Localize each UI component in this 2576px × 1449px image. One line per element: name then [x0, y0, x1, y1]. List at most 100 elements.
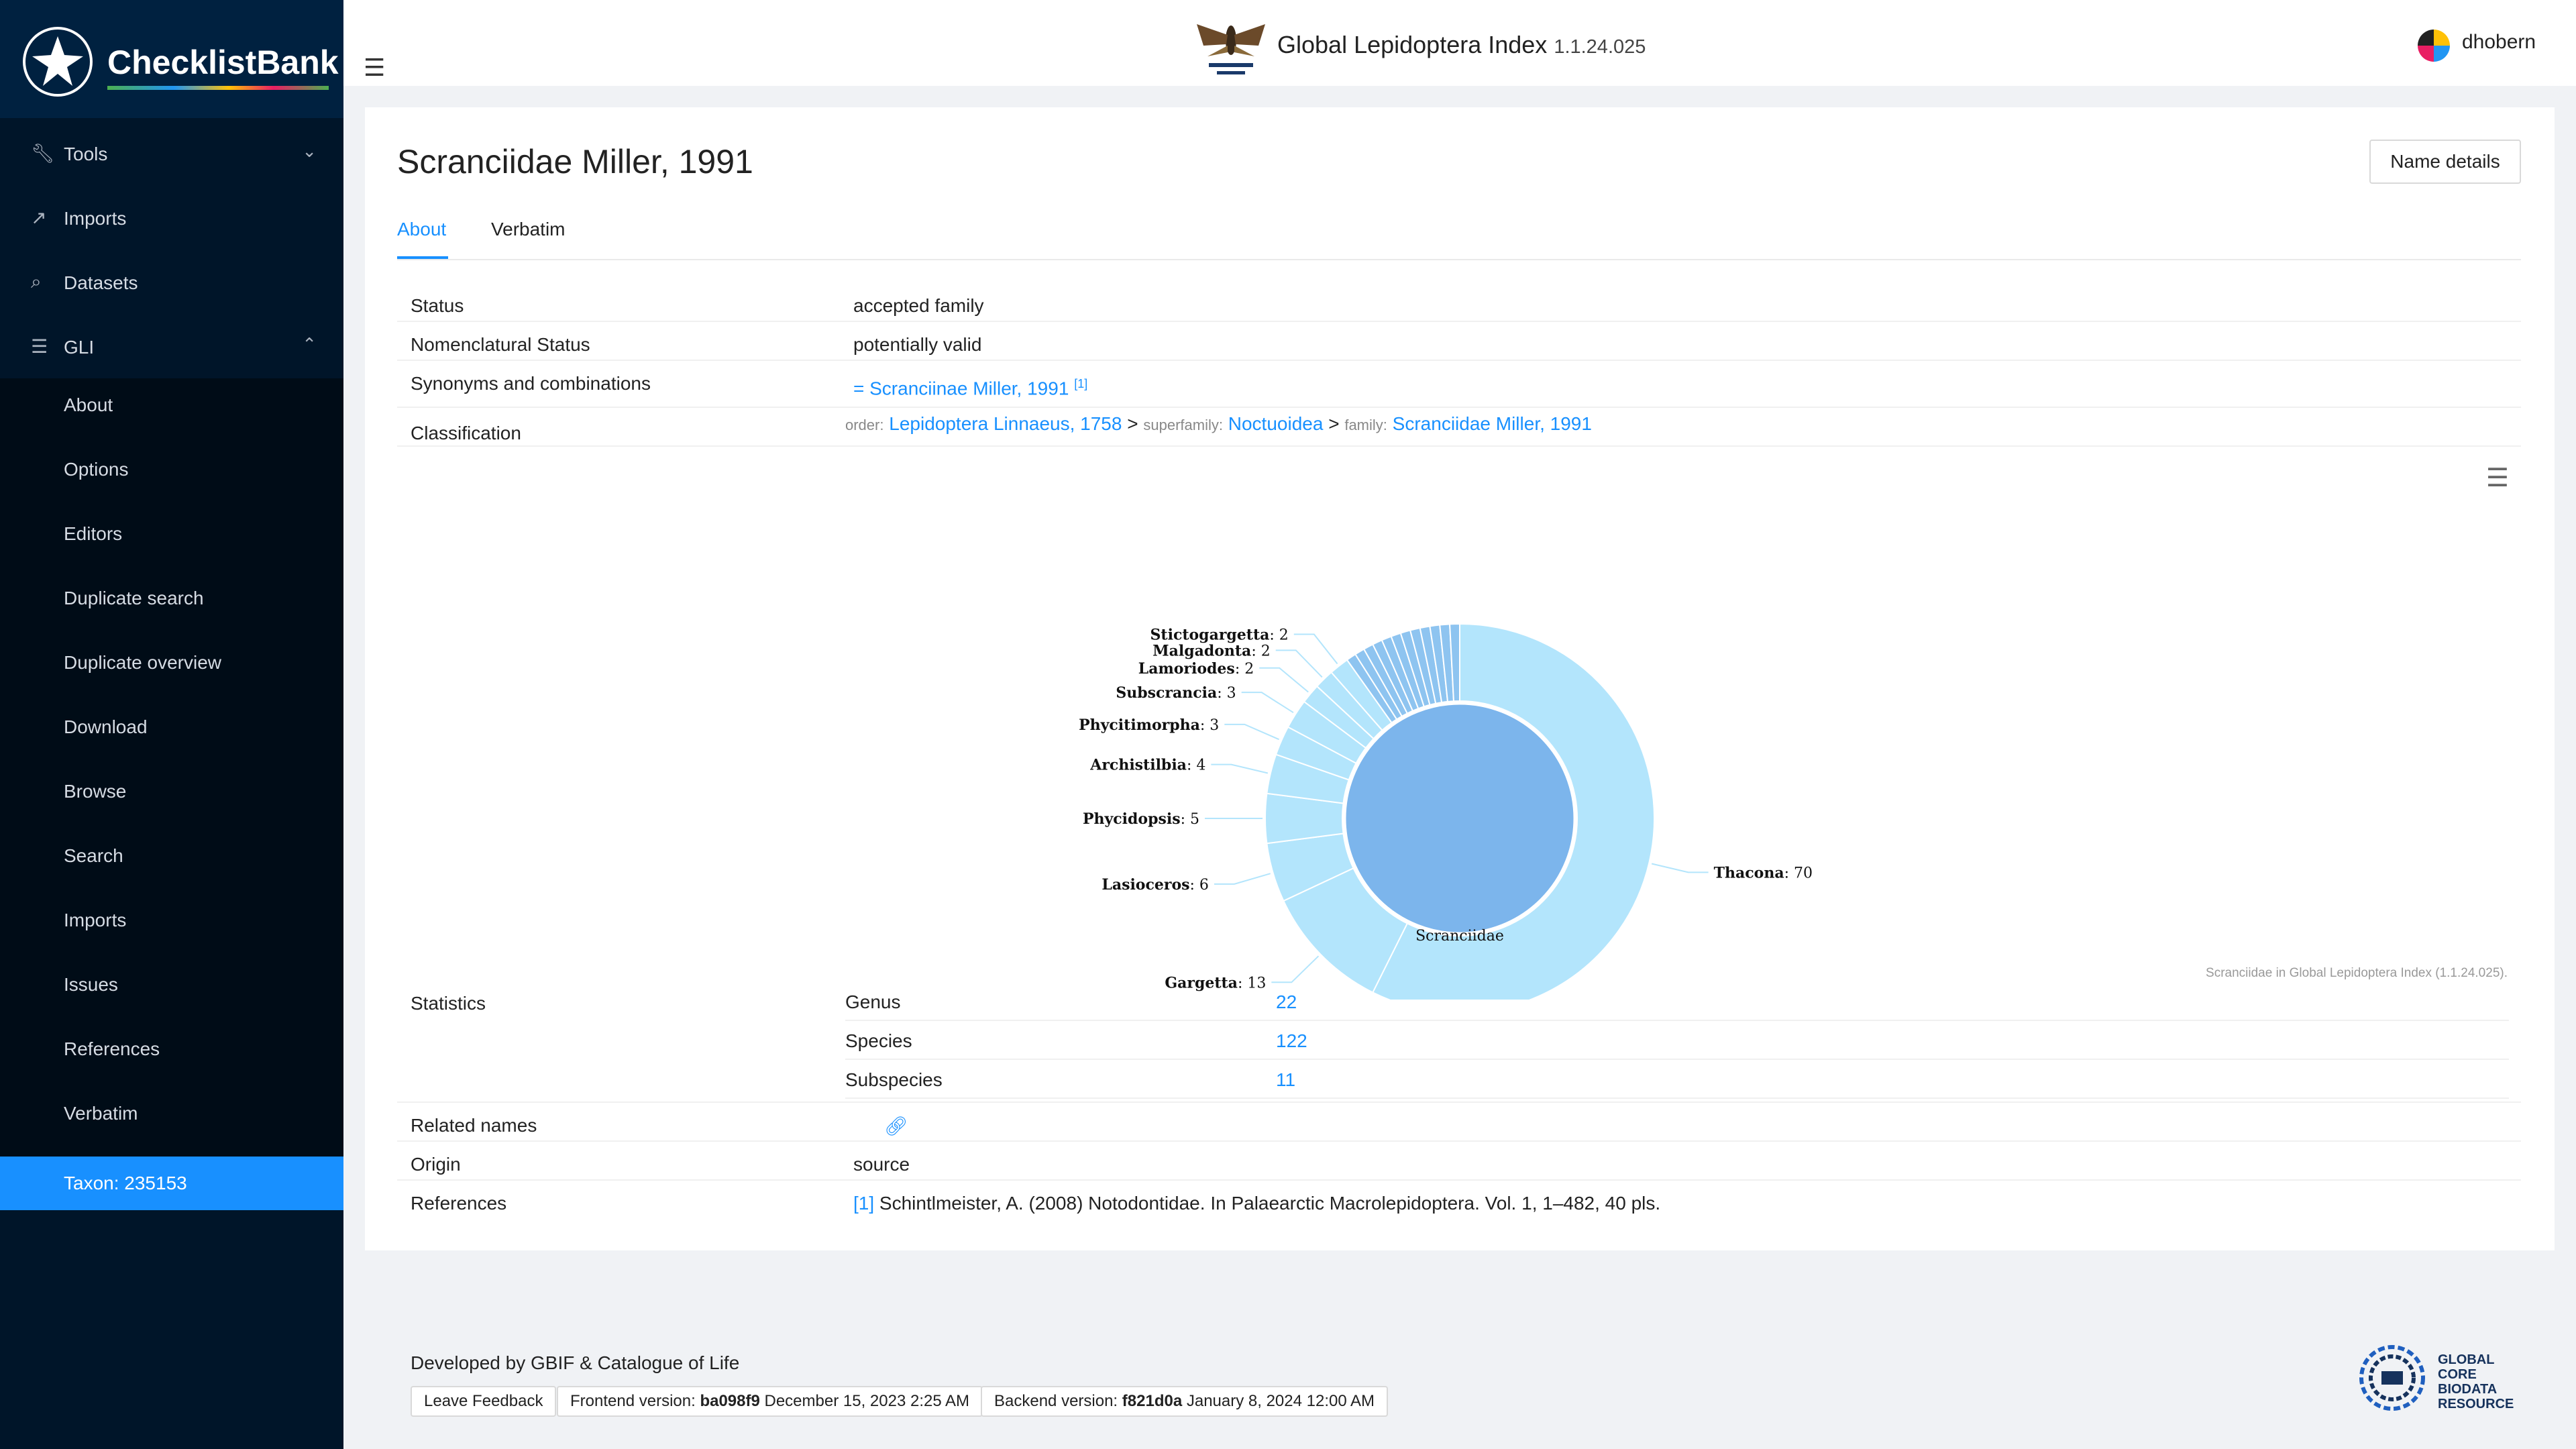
- sidebar-subitem-duplicate-search[interactable]: Duplicate search: [64, 588, 204, 608]
- pie-label-connector: [1293, 633, 1338, 665]
- frontend-version-badge: Frontend version: ba098f9 December 15, 2…: [557, 1386, 983, 1417]
- page-title: Scranciidae Miller, 1991: [397, 143, 753, 180]
- origin-row: Origin source: [397, 1142, 2521, 1181]
- sidebar-item-tools[interactable]: 🔧︎ Tools ⌄: [31, 141, 317, 164]
- chart-menu-icon[interactable]: ☰: [2485, 464, 2509, 492]
- footer-developed-by: Developed by GBIF & Catalogue of Life: [411, 1352, 740, 1373]
- sidebar-item-datasets[interactable]: ⌕ Datasets: [31, 271, 138, 293]
- sidebar-subitem-options[interactable]: Options: [64, 459, 129, 480]
- gli-submenu: About Options Editors Duplicate search D…: [0, 378, 343, 1210]
- related-names-link-icon[interactable]: 🔗︎: [884, 1116, 908, 1136]
- stat-species-count[interactable]: 122: [1276, 1030, 1307, 1051]
- pie-inner-circle[interactable]: [1344, 702, 1576, 934]
- brand-name: ChecklistBank: [107, 44, 339, 81]
- sidebar-subitem-editors[interactable]: Editors: [64, 523, 123, 544]
- classification-superfamily-link[interactable]: Noctuoidea: [1228, 413, 1324, 434]
- pie-label: Thacona: 70: [1714, 864, 1813, 881]
- stat-genus-count[interactable]: 22: [1276, 991, 1297, 1012]
- references-row: References [1] Schintlmeister, A. (2008)…: [411, 1193, 1661, 1214]
- sidebar-subitem-references[interactable]: References: [64, 1038, 160, 1059]
- top-header: ☰ Global Lepidoptera Index 1.1.24.025 dh…: [343, 0, 2576, 86]
- pie-label-connector: [1275, 649, 1323, 678]
- reference-1-link[interactable]: [1]: [853, 1193, 875, 1214]
- sidebar-subitem-issues[interactable]: Issues: [64, 974, 118, 995]
- name-details-button[interactable]: Name details: [2369, 140, 2521, 184]
- classification-order-link[interactable]: Lepidoptera Linnaeus, 1758: [889, 413, 1122, 434]
- brand-logo[interactable]: ChecklistBank: [0, 0, 343, 118]
- leave-feedback-button[interactable]: Leave Feedback: [411, 1386, 557, 1417]
- sidebar-subitem-imports[interactable]: Imports: [64, 910, 127, 930]
- pie-label-connector: [1259, 667, 1309, 693]
- sidebar-item-gli[interactable]: ☰ GLI ⌃: [31, 334, 317, 358]
- pie-label-connector: [1214, 873, 1271, 885]
- pie-label: Phycitimorpha: 3: [1079, 716, 1219, 734]
- sidebar: ChecklistBank 🔧︎ Tools ⌄ ↗ Imports ⌕ Dat…: [0, 0, 343, 1449]
- chevron-up-icon: ⌃: [302, 334, 317, 354]
- sidebar-subitem-about[interactable]: About: [64, 394, 113, 415]
- brand-underline: [107, 86, 329, 90]
- sidebar-subitem-taxon[interactable]: Taxon: 235153: [0, 1157, 343, 1210]
- sidebar-subitem-duplicate-overview[interactable]: Duplicate overview: [64, 652, 221, 673]
- status-row: Status accepted family: [397, 283, 2521, 322]
- synonym-ref-link[interactable]: [1]: [1074, 377, 1088, 390]
- tab-verbatim[interactable]: Verbatim: [491, 219, 566, 239]
- wrench-icon: 🔧︎: [31, 143, 55, 164]
- pie-label: Malgadonta: 2: [1152, 642, 1270, 659]
- gbc-logo-text: GLOBAL CORE BIODATA RESOURCE: [2438, 1352, 2514, 1411]
- pie-label-connector: [1241, 692, 1294, 714]
- related-names-row: Related names 🔗︎: [397, 1103, 2521, 1142]
- stat-row-subspecies: Subspecies 11: [845, 1060, 2509, 1099]
- nomenclatural-status-value: potentially valid: [853, 334, 982, 355]
- pie-label-connector: [1651, 863, 1709, 873]
- stat-row-species: Species 122: [845, 1021, 2509, 1060]
- checklistbank-logo-icon: [23, 27, 93, 97]
- pie-label-connector: [1211, 763, 1269, 774]
- stat-subspecies-count[interactable]: 11: [1276, 1069, 1296, 1090]
- reference-1-text: Schintlmeister, A. (2008) Notodontidae. …: [879, 1193, 1661, 1214]
- pie-slice[interactable]: [1371, 623, 1655, 1000]
- pie-label: Phycidopsis: 5: [1083, 810, 1199, 828]
- stat-row-genus: Genus 22: [845, 982, 2509, 1021]
- synonym-link[interactable]: = Scranciinae Miller, 1991: [853, 378, 1069, 399]
- chevron-down-icon: ⌄: [302, 141, 317, 161]
- list-icon: ☰: [31, 336, 48, 357]
- sidebar-subitem-verbatim[interactable]: Verbatim: [64, 1103, 138, 1124]
- sidebar-subitem-search[interactable]: Search: [64, 845, 123, 866]
- sidebar-subitem-download[interactable]: Download: [64, 716, 148, 737]
- pie-slice[interactable]: [1449, 623, 1460, 702]
- classification-family-link[interactable]: Scranciidae Miller, 1991: [1392, 413, 1592, 434]
- sidebar-subitem-browse[interactable]: Browse: [64, 781, 127, 802]
- pie-label: Subscrancia: 3: [1116, 684, 1236, 702]
- classification-row: Classification order: Lepidoptera Linnae…: [397, 408, 2521, 447]
- nomenclatural-status-row: Nomenclatural Status potentially valid: [397, 322, 2521, 361]
- pie-label: Lamoriodes: 2: [1138, 660, 1254, 678]
- user-name[interactable]: dhobern: [2462, 31, 2536, 53]
- tab-about[interactable]: About: [397, 219, 447, 239]
- pie-label: Stictogargetta: 2: [1150, 627, 1289, 644]
- origin-value: source: [853, 1154, 910, 1175]
- rocket-icon: ↗: [31, 207, 47, 228]
- menu-collapse-icon[interactable]: ☰: [364, 54, 386, 81]
- statistics-divider: [397, 1100, 2521, 1103]
- status-value: accepted family: [853, 295, 984, 316]
- pie-label-connector: [1224, 723, 1280, 741]
- app-version: 1.1.24.025: [1554, 36, 1646, 58]
- synonyms-row: Synonyms and combinations = Scranciinae …: [397, 361, 2521, 408]
- pie-label: Lasioceros: 6: [1102, 876, 1209, 894]
- gli-moth-logo-icon: [1194, 19, 1268, 79]
- taxon-card: Scranciidae Miller, 1991 Name details Ab…: [365, 107, 2555, 1250]
- sidebar-item-imports[interactable]: ↗ Imports: [31, 207, 127, 229]
- chart-credits: Scranciidae in Global Lepidoptera Index …: [2206, 966, 2508, 980]
- user-avatar[interactable]: [2418, 30, 2450, 62]
- app-title: Global Lepidoptera Index 1.1.24.025: [1277, 31, 1646, 58]
- pie-label: Archistilbia: 4: [1089, 757, 1205, 774]
- gbc-logo-icon: [2359, 1344, 2426, 1411]
- pie-center-label: Scranciidae: [1415, 928, 1504, 945]
- statistics-label: Statistics: [411, 993, 486, 1014]
- active-tab-indicator: [397, 256, 448, 259]
- pie-label-connector: [1271, 955, 1320, 983]
- pie-label: Gargetta: 13: [1165, 974, 1266, 991]
- tabs-divider: [397, 259, 2521, 260]
- genus-species-pie-chart: Thacona: 70 Gargetta: 13 Lasioceros: 6 Phyc…: [1079, 623, 1813, 1000]
- backend-version-badge: Backend version: f821d0a January 8, 2024…: [981, 1386, 1389, 1417]
